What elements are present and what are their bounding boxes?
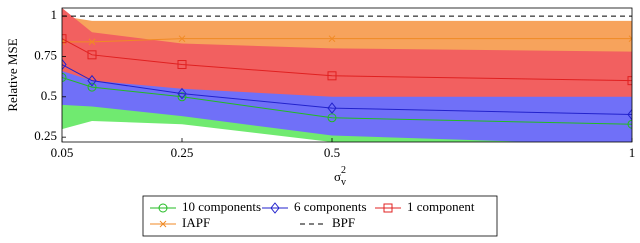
legend-label: BPF bbox=[332, 215, 355, 230]
point bbox=[177, 92, 187, 102]
point bbox=[62, 34, 67, 44]
point bbox=[88, 38, 96, 46]
point bbox=[627, 108, 632, 121]
point bbox=[177, 60, 187, 70]
legend-box bbox=[142, 195, 498, 237]
y-tick-label: 1 bbox=[51, 7, 58, 22]
x-tick-label: 0.5 bbox=[324, 145, 340, 160]
x-axis-label: σv2 bbox=[334, 165, 346, 188]
legend-label: IAPF bbox=[182, 215, 210, 230]
legend-label: 6 components bbox=[294, 199, 367, 214]
y-tick-label: 0.75 bbox=[34, 47, 57, 62]
point bbox=[178, 35, 186, 43]
point bbox=[87, 74, 97, 87]
point bbox=[628, 35, 632, 43]
point bbox=[62, 72, 67, 82]
point bbox=[87, 82, 97, 92]
x-tick-label: 0.05 bbox=[51, 145, 74, 160]
point bbox=[327, 102, 337, 114]
y-axis-label: Relative MSE bbox=[5, 38, 20, 111]
legend-marker bbox=[270, 202, 280, 214]
point bbox=[62, 58, 67, 71]
chart: Relative MSE σv2 0.25 0.5 0.75 1 0.05 0.25 0.5… bbox=[5, 7, 636, 237]
point bbox=[627, 76, 632, 86]
legend-marker bbox=[383, 203, 393, 213]
legend-label: 1 component bbox=[407, 199, 475, 214]
point bbox=[177, 87, 187, 100]
band bbox=[62, 8, 632, 105]
legend-marker bbox=[158, 203, 168, 213]
bands bbox=[62, 8, 632, 142]
band bbox=[62, 70, 632, 142]
plot-frame bbox=[61, 7, 633, 143]
y-tick-label: 0.25 bbox=[34, 128, 57, 143]
point bbox=[627, 119, 632, 129]
point bbox=[87, 50, 97, 60]
series-line bbox=[62, 38, 632, 82]
x-tick-label: 0.25 bbox=[171, 145, 194, 160]
x-label-base: σ bbox=[334, 169, 341, 184]
point bbox=[328, 35, 336, 43]
legend-marker bbox=[159, 220, 167, 228]
legend-label: 10 components bbox=[182, 199, 261, 214]
series-line bbox=[62, 76, 632, 125]
x-label-sup: 2 bbox=[341, 165, 346, 176]
x-tick-label: 1 bbox=[629, 145, 636, 160]
lines bbox=[62, 15, 632, 129]
x-label-sub: v bbox=[341, 177, 346, 188]
point bbox=[327, 71, 337, 81]
y-tick-label: 0.5 bbox=[41, 88, 57, 103]
series-line bbox=[62, 64, 632, 116]
